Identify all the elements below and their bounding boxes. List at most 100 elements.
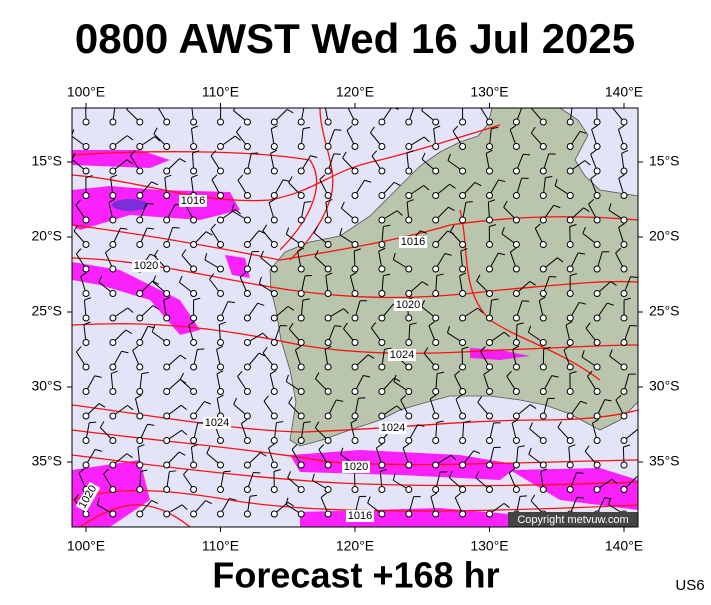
barb-station [379, 413, 385, 419]
copyright: Copyright metvuw.com [517, 514, 628, 526]
barb-station [433, 242, 439, 248]
barb-station [325, 413, 331, 419]
forecast-label: Forecast +168 hr [212, 555, 499, 596]
barb-station [594, 266, 600, 272]
barb-station [379, 315, 385, 321]
barb-station [137, 291, 143, 297]
barb-station [621, 168, 627, 174]
barb-station [406, 364, 412, 370]
barb-station [487, 193, 493, 199]
barb-station [244, 438, 250, 444]
barb-station [325, 511, 331, 517]
barb-station [433, 119, 439, 125]
barb-station [594, 438, 600, 444]
barb-station [352, 242, 358, 248]
barb-station [513, 364, 519, 370]
barb-station [83, 119, 89, 125]
barb-station [513, 340, 519, 346]
barb-station [137, 340, 143, 346]
barb-station [164, 266, 170, 272]
barb-station [164, 340, 170, 346]
barb-station [191, 487, 197, 493]
barb-station [460, 266, 466, 272]
barb-station [487, 217, 493, 223]
barb-station [191, 511, 197, 517]
barb-station [164, 511, 170, 517]
barb-station [460, 389, 466, 395]
barb-station [298, 144, 304, 150]
barb-station [487, 487, 493, 493]
barb-station [567, 462, 573, 468]
barb-station [352, 315, 358, 321]
barb-station [594, 242, 600, 248]
barb-station [244, 413, 250, 419]
barb-flag [631, 277, 638, 278]
barb-station [433, 144, 439, 150]
barb-station [513, 389, 519, 395]
isobar-label-group: 1020 [132, 260, 160, 272]
barb-station [460, 315, 466, 321]
barb-station [164, 119, 170, 125]
barb-station [244, 487, 250, 493]
barb-station [460, 487, 466, 493]
barb-station [352, 291, 358, 297]
barb-station [325, 340, 331, 346]
barb-station [298, 487, 304, 493]
barb-station [164, 144, 170, 150]
barb-station [83, 144, 89, 150]
barb-station [110, 438, 116, 444]
barb-station [298, 462, 304, 468]
isobar-label-group: 1016 [346, 510, 374, 522]
barb-station [540, 462, 546, 468]
barb-station [513, 119, 519, 125]
barb-station [352, 266, 358, 272]
barb-station [594, 315, 600, 321]
barb-station [164, 364, 170, 370]
barb-station [271, 217, 277, 223]
barb-station [244, 389, 250, 395]
barb-station [110, 413, 116, 419]
barb-station [433, 315, 439, 321]
barb-station [460, 119, 466, 125]
barb-station [164, 168, 170, 174]
barb-station [244, 119, 250, 125]
isobar-label: 1016 [348, 510, 372, 522]
barb-station [110, 340, 116, 346]
barb-station [540, 438, 546, 444]
barb-station [594, 487, 600, 493]
barb-station [594, 340, 600, 346]
barb-station [406, 511, 412, 517]
barb-station [110, 364, 116, 370]
barb-station [191, 217, 197, 223]
barb-station [191, 242, 197, 248]
barb-station [594, 364, 600, 370]
barb-station [191, 389, 197, 395]
left-axis-label: 30°S [31, 378, 62, 394]
bottom-axis-label: 110°E [202, 538, 239, 554]
barb-station [406, 119, 412, 125]
barb-station [379, 389, 385, 395]
barb-station [460, 462, 466, 468]
barb-station [244, 315, 250, 321]
barb-station [271, 438, 277, 444]
barb-station [352, 413, 358, 419]
barb-flag [224, 471, 231, 472]
barb-station [137, 242, 143, 248]
barb-station [137, 193, 143, 199]
barb-station [567, 340, 573, 346]
barb-station [271, 462, 277, 468]
barb-station [379, 462, 385, 468]
barb-station [298, 413, 304, 419]
barb-station [298, 511, 304, 517]
isobar-label: 1016 [181, 195, 205, 207]
barb-station [218, 389, 224, 395]
barb-station [621, 413, 627, 419]
barb-station [594, 413, 600, 419]
barb-station [406, 144, 412, 150]
left-axis-label: 25°S [31, 303, 62, 319]
barb-station [540, 487, 546, 493]
barb-station [110, 487, 116, 493]
barb-station [137, 217, 143, 223]
barb-station [137, 511, 143, 517]
